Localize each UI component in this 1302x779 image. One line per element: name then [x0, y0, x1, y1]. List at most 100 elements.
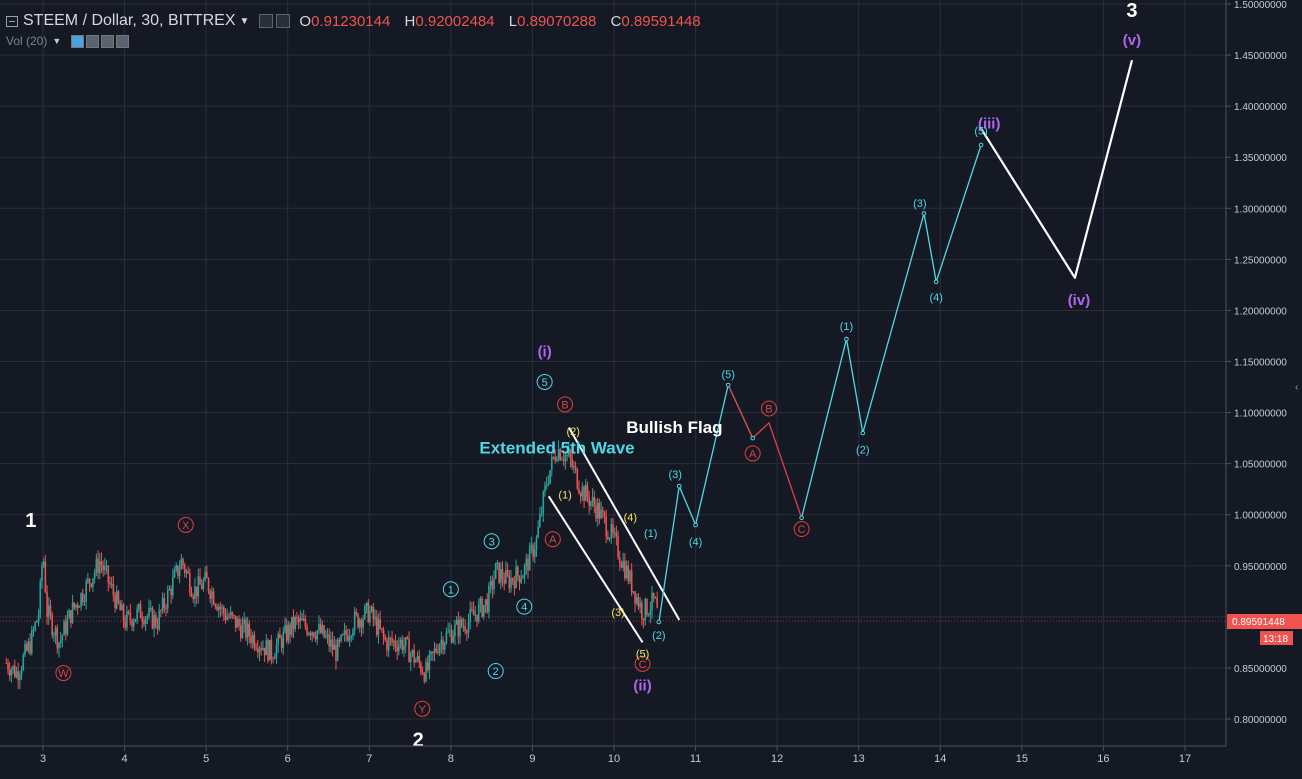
- wave-label-circle: [557, 396, 574, 413]
- candle-body: [523, 566, 526, 577]
- candle-body: [290, 616, 293, 635]
- candle-body: [341, 634, 344, 636]
- candle-body: [143, 620, 145, 625]
- candle-body: [280, 638, 283, 649]
- y-tick-label: 1.00000000: [1234, 511, 1287, 522]
- candle-body: [590, 501, 592, 506]
- candle-body: [39, 581, 42, 616]
- wave-label-sub: (3): [668, 469, 681, 481]
- close-icon[interactable]: [116, 34, 130, 48]
- candle-body: [13, 665, 16, 677]
- wave-label-minor: (ii): [633, 677, 651, 694]
- candle-body: [199, 576, 201, 585]
- y-tick-label: 1.45000000: [1234, 51, 1287, 62]
- candle-body: [53, 635, 55, 637]
- candle-body: [649, 610, 652, 615]
- chevron-down-icon[interactable]: ▼: [52, 36, 62, 46]
- wave-label-primary: 1: [25, 510, 36, 532]
- candle-body: [161, 597, 164, 611]
- candle-body: [399, 639, 402, 645]
- symbol-title[interactable]: STEEM / Dollar, 30, BITTREX: [23, 12, 236, 29]
- candle-body: [579, 493, 582, 497]
- y-tick-label: 1.10000000: [1234, 409, 1287, 420]
- candle-body: [420, 663, 422, 673]
- plus-icon[interactable]: [101, 34, 115, 48]
- y-tick-label: 1.05000000: [1234, 460, 1287, 471]
- candle-body: [525, 558, 528, 567]
- flag-channel: [547, 427, 681, 643]
- eye-icon[interactable]: [71, 34, 85, 48]
- wave-label-circle: [55, 665, 72, 682]
- candle-body: [98, 561, 101, 574]
- candle-body: [221, 607, 223, 609]
- candle-body: [601, 509, 604, 513]
- candle-body: [398, 644, 400, 652]
- candle-body: [491, 580, 494, 590]
- candle-body: [226, 616, 229, 620]
- candle-body: [501, 569, 504, 580]
- candle-body: [545, 484, 548, 486]
- candle-body: [381, 628, 383, 630]
- candle-body: [389, 637, 392, 639]
- candle-body: [415, 660, 417, 663]
- candle-body: [573, 465, 575, 467]
- candle-body: [136, 608, 138, 619]
- candle-body: [483, 605, 485, 617]
- candle-body: [148, 608, 150, 616]
- wave-label-circled: C: [798, 524, 806, 536]
- candle-body: [117, 591, 120, 603]
- candle-body: [134, 618, 137, 622]
- wave-label-circle: [487, 662, 504, 679]
- candle-body: [635, 596, 638, 604]
- candle-body: [216, 606, 218, 611]
- gear-icon[interactable]: [276, 14, 291, 28]
- chevron-down-icon[interactable]: ▼: [239, 15, 250, 27]
- candle-body: [129, 611, 132, 621]
- candle-body: [459, 619, 461, 637]
- candle-body: [617, 536, 619, 558]
- candle-body: [457, 620, 460, 637]
- candle-body: [10, 669, 13, 676]
- projection-point: [693, 522, 698, 528]
- candle-body: [20, 669, 23, 675]
- candle-body: [610, 524, 613, 539]
- candle-body: [29, 641, 31, 654]
- candle-body: [311, 632, 313, 636]
- candle-body: [639, 602, 641, 608]
- candle-body: [535, 537, 538, 550]
- x-tick-label: 11: [690, 753, 701, 765]
- candle-body: [257, 649, 259, 653]
- candle-body: [343, 630, 346, 635]
- candle-body: [182, 558, 184, 565]
- projection-lines: [656, 59, 1134, 625]
- flag-channel-line: [568, 427, 681, 621]
- candle-body: [172, 577, 174, 596]
- candle-body: [68, 610, 70, 619]
- candle-body: [561, 459, 563, 461]
- volume-label[interactable]: Vol (20): [6, 34, 48, 48]
- candle-body: [296, 616, 298, 618]
- candle-body: [435, 648, 438, 652]
- candle-body: [316, 630, 319, 640]
- candle-body: [233, 614, 235, 616]
- candle-body: [564, 455, 567, 462]
- settings-icon[interactable]: [259, 14, 274, 28]
- wave-labels: 123WXY12345(i)(ii)(iii)(iv)(v)ABC(1)(2)(…: [25, 0, 1141, 751]
- candle-body: [423, 673, 426, 682]
- candle-body: [646, 598, 648, 616]
- candle-body: [265, 640, 268, 656]
- wave-label-circled: X: [182, 520, 190, 532]
- symbol-menu-icon[interactable]: [6, 15, 18, 27]
- candle-body: [263, 647, 266, 656]
- candle-body: [59, 639, 62, 643]
- candle-body: [437, 651, 439, 654]
- wave-label-circled: A: [549, 534, 557, 546]
- wave-label-sub: (3): [913, 198, 926, 210]
- settings-icon[interactable]: [86, 34, 100, 48]
- candle-body: [301, 618, 303, 621]
- candle-body: [163, 597, 166, 608]
- price-tag-label: 0.89591448: [1232, 617, 1285, 628]
- y-tick-label: 0.85000000: [1234, 664, 1287, 675]
